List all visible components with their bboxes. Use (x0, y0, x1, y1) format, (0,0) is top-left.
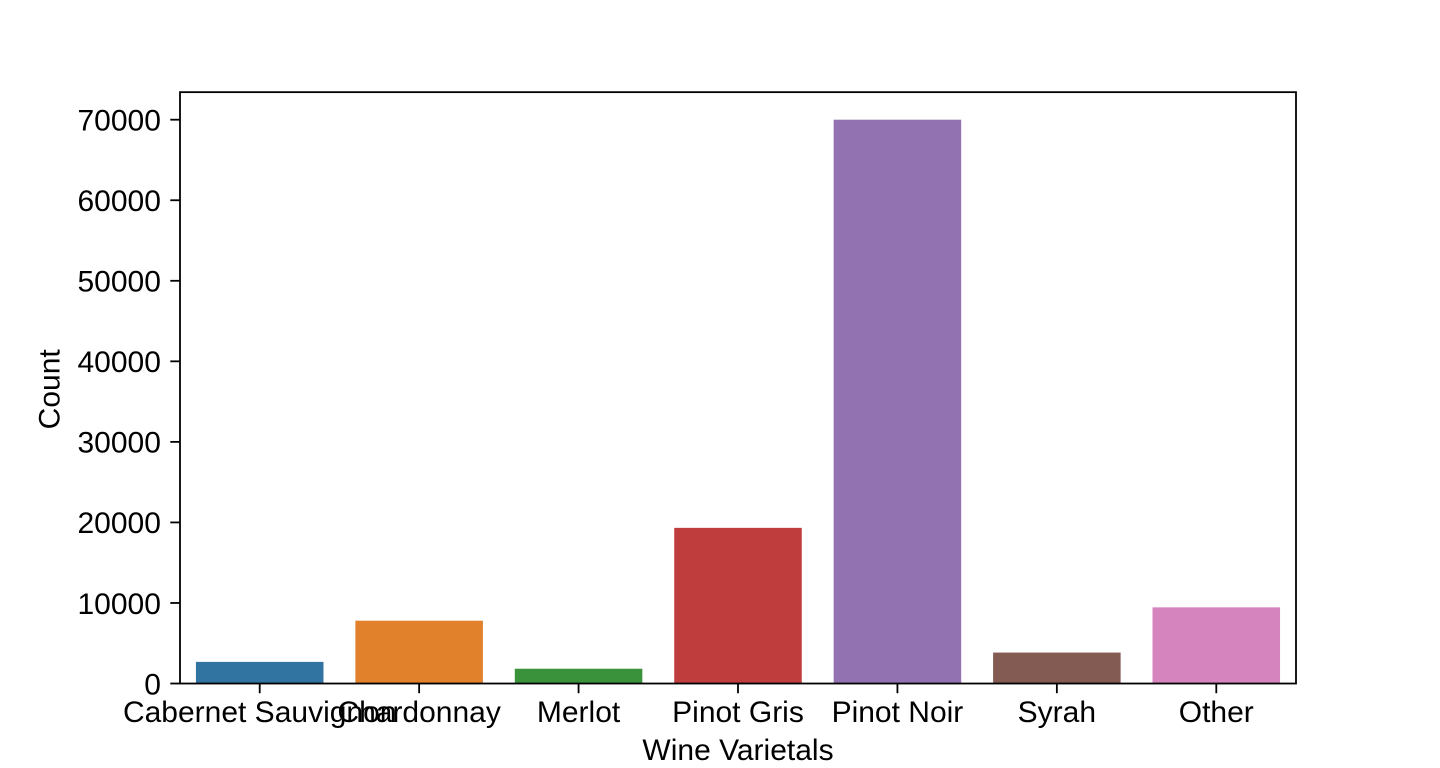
svg-text:Count: Count (34, 349, 67, 430)
svg-text:Syrah: Syrah (1018, 696, 1096, 729)
svg-text:50000: 50000 (77, 266, 160, 299)
svg-text:Other: Other (1179, 696, 1254, 729)
svg-text:Wine Varietals: Wine Varietals (642, 734, 833, 767)
svg-text:10000: 10000 (77, 588, 160, 621)
svg-text:Pinot Noir: Pinot Noir (832, 696, 964, 729)
svg-text:Cabernet Sauvignon: Cabernet Sauvignon (123, 696, 397, 729)
svg-text:20000: 20000 (77, 507, 160, 540)
svg-text:40000: 40000 (77, 346, 160, 379)
svg-text:0: 0 (144, 668, 161, 701)
svg-text:30000: 30000 (77, 427, 160, 460)
svg-text:70000: 70000 (77, 105, 160, 138)
svg-text:Pinot Gris: Pinot Gris (672, 696, 804, 729)
svg-text:Chardonnay: Chardonnay (337, 696, 500, 729)
svg-text:60000: 60000 (77, 185, 160, 218)
svg-text:Merlot: Merlot (537, 696, 621, 729)
